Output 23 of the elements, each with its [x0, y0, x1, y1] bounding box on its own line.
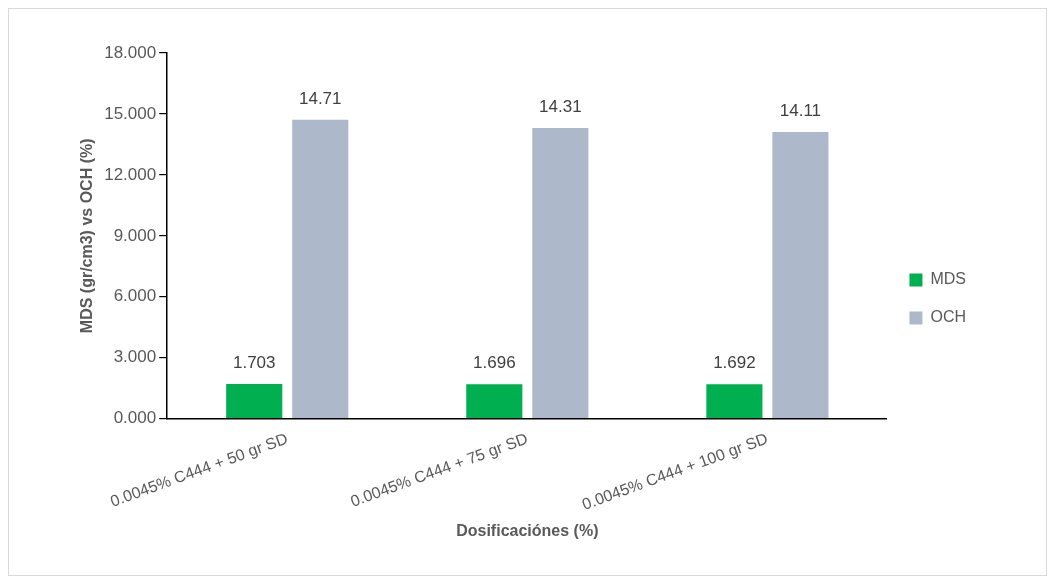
data-label: 14.71 — [298, 89, 342, 109]
bar — [226, 384, 283, 419]
legend-label: MDS — [930, 270, 967, 288]
legend-label: OCH — [930, 308, 967, 326]
data-label: 1.696 — [473, 353, 516, 373]
y-axis-title: MDS (gr/cm3) vs OCH (%) — [78, 138, 96, 334]
y-tick-label: 12.000 — [104, 164, 157, 184]
data-label: 14.31 — [539, 97, 582, 117]
data-label: 1.703 — [232, 353, 276, 373]
y-tick-label: 18.000 — [104, 42, 157, 62]
bar — [292, 119, 349, 419]
y-tick-label: 0.000 — [113, 408, 157, 428]
data-label: 14.11 — [779, 101, 822, 121]
data-label: 1.692 — [713, 353, 756, 373]
bar — [466, 384, 523, 419]
y-tick-label: 15.000 — [104, 103, 157, 123]
bar — [772, 132, 829, 419]
x-axis-title: Dosificaciónes (%) — [456, 521, 599, 539]
y-tick-label: 3.000 — [113, 347, 157, 367]
bar — [706, 384, 763, 419]
y-tick-label: 6.000 — [113, 286, 157, 306]
bar — [532, 127, 589, 419]
y-tick-label: 9.000 — [113, 225, 157, 245]
